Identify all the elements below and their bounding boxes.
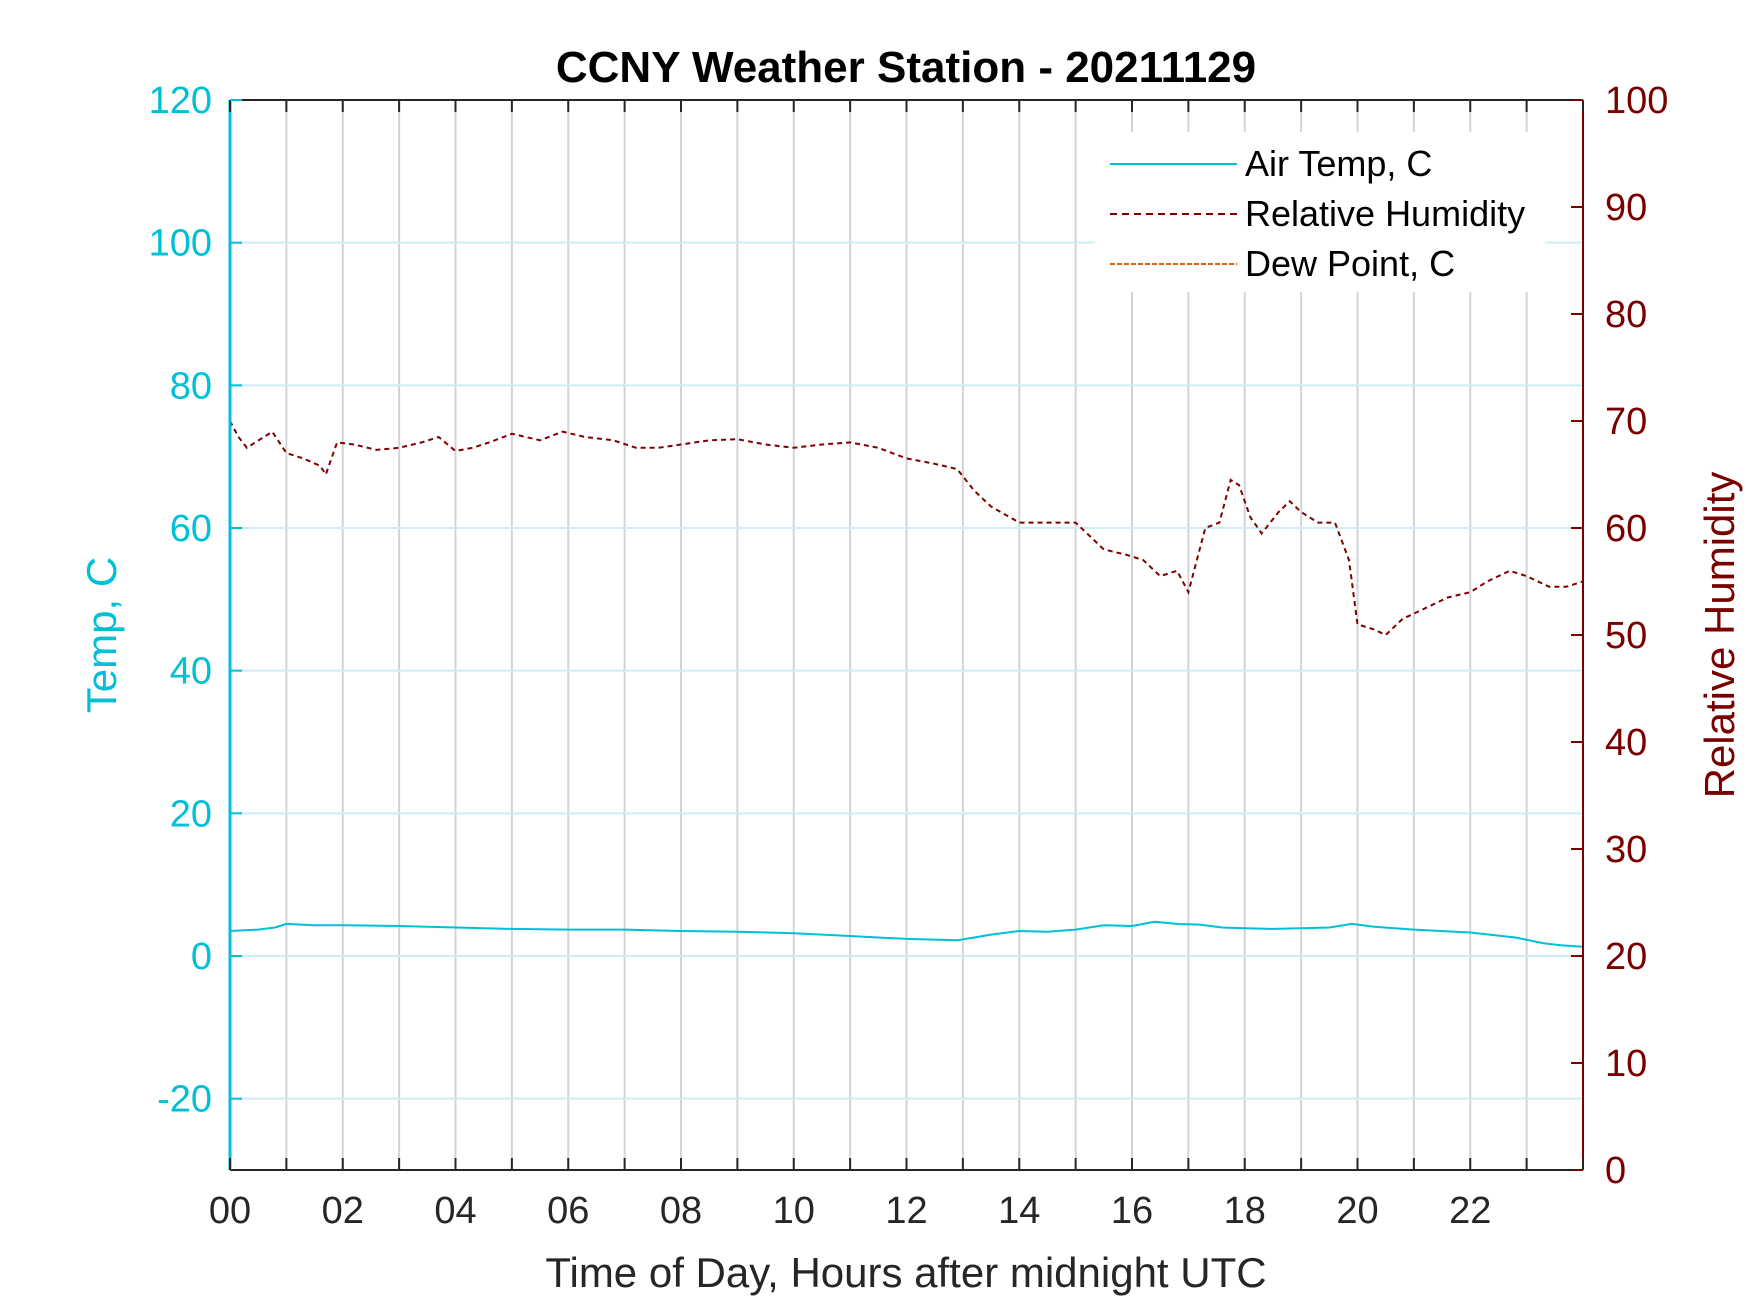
y-left-tick-label: 60	[170, 508, 212, 550]
y-right-tick-label: 10	[1605, 1043, 1647, 1085]
y-right-tick-label: 80	[1605, 294, 1647, 336]
x-tick-label: 04	[434, 1190, 476, 1232]
series-line-air-temp	[229, 920, 1584, 948]
y-right-tick-label: 30	[1605, 829, 1647, 871]
y-left-tick-label: 0	[191, 936, 212, 978]
x-tick-label: 22	[1449, 1190, 1491, 1232]
y-left-tick-label: -20	[157, 1079, 212, 1121]
ticks: 00 02 04 06 08 10 12 14 16 18 20 22-200204060801001…	[149, 80, 1669, 1232]
y-left-tick-label: 100	[149, 223, 212, 265]
legend-label-relative-humidity: Relative Humidity	[1245, 193, 1525, 234]
y-axis-label-right: Relative Humidity	[1696, 472, 1743, 799]
y-right-tick-label: 70	[1605, 401, 1647, 443]
legend-label-dew-point: Dew Point, C	[1245, 243, 1455, 284]
x-tick-label: 20	[1336, 1190, 1378, 1232]
x-tick-label: 02	[322, 1190, 364, 1232]
legend: Air Temp, C Relative Humidity Dew Point,…	[1095, 132, 1545, 292]
y-left-tick-label: 120	[149, 80, 212, 122]
y-right-tick-label: 100	[1605, 80, 1668, 122]
y-right-tick-label: 60	[1605, 508, 1647, 550]
x-tick-label: 16	[1111, 1190, 1153, 1232]
x-tick-label: 10	[773, 1190, 815, 1232]
x-tick-label: 12	[885, 1190, 927, 1232]
y-axis-label-left: Temp, C	[78, 557, 125, 713]
series-layer	[229, 420, 1584, 948]
y-left-tick-label: 80	[170, 365, 212, 407]
x-tick-label: 08	[660, 1190, 702, 1232]
y-right-tick-label: 40	[1605, 722, 1647, 764]
legend-label-air-temp: Air Temp, C	[1245, 143, 1432, 184]
x-tick-label: 00	[209, 1190, 251, 1232]
y-right-tick-label: 50	[1605, 615, 1647, 657]
legend-box	[1095, 132, 1545, 292]
series-line-relative-humidity	[229, 420, 1584, 637]
grid	[230, 99, 1583, 1170]
y-left-tick-label: 40	[170, 651, 212, 693]
y-right-tick-label: 90	[1605, 187, 1647, 229]
chart-title: CCNY Weather Station - 20211129	[556, 43, 1256, 92]
y-right-tick-label: 20	[1605, 936, 1647, 978]
x-axis-label: Time of Day, Hours after midnight UTC	[545, 1249, 1266, 1296]
x-tick-label: 18	[1224, 1190, 1266, 1232]
x-tick-label: 06	[547, 1190, 589, 1232]
x-tick-label: 14	[998, 1190, 1040, 1232]
y-left-tick-label: 20	[170, 793, 212, 835]
y-right-tick-label: 0	[1605, 1150, 1626, 1192]
